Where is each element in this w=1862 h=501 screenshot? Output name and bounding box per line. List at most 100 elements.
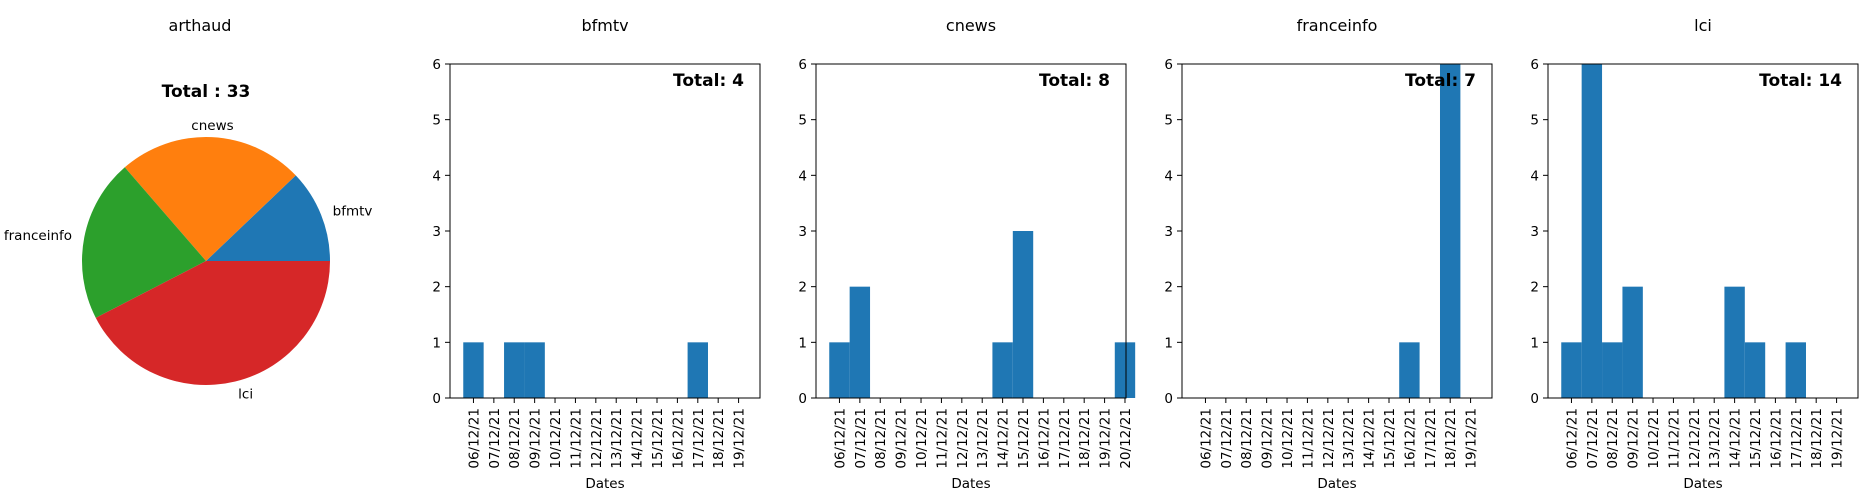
x-tick-label: 18/12/21 bbox=[1443, 408, 1459, 469]
total-annotation: Total: 8 bbox=[1039, 71, 1110, 91]
pie-chart-title: arthaud bbox=[169, 16, 232, 35]
y-tick-label: 0 bbox=[1164, 391, 1173, 407]
x-tick-label: 06/12/21 bbox=[832, 408, 848, 469]
x-tick-label: 15/12/21 bbox=[650, 408, 666, 469]
y-tick-label: 1 bbox=[1164, 335, 1173, 351]
pie-slice-bfmtv bbox=[206, 175, 330, 261]
x-tick-label: 10/12/21 bbox=[1280, 408, 1296, 469]
x-tick-label: 14/12/21 bbox=[1362, 408, 1378, 469]
y-tick-label: 4 bbox=[432, 168, 441, 184]
bar-chart-title: bfmtv bbox=[581, 16, 628, 35]
y-tick-label: 4 bbox=[1530, 168, 1539, 184]
x-tick-label: 15/12/21 bbox=[1016, 408, 1032, 469]
x-tick-label: 09/12/21 bbox=[894, 408, 910, 469]
bar-14/12/21 bbox=[1724, 286, 1745, 398]
x-tick-label: 20/12/21 bbox=[1118, 408, 1134, 469]
x-tick-label: 07/12/21 bbox=[853, 408, 869, 469]
x-tick-label: 17/12/21 bbox=[691, 408, 707, 469]
bar-chart-title: franceinfo bbox=[1297, 16, 1378, 35]
bar-15/12/21 bbox=[1744, 342, 1766, 398]
bar-06/12/21 bbox=[463, 342, 484, 398]
y-tick-label: 6 bbox=[1164, 57, 1173, 73]
x-tick-label: 12/12/21 bbox=[589, 408, 605, 469]
bar-18/12/21 bbox=[1439, 64, 1461, 398]
x-tick-label: 17/12/21 bbox=[1789, 408, 1805, 469]
x-tick-label: 06/12/21 bbox=[1564, 408, 1580, 469]
x-tick-label: 14/12/21 bbox=[996, 408, 1012, 469]
bar-17/12/21 bbox=[687, 342, 708, 398]
pie-label-bfmtv: bfmtv bbox=[333, 203, 373, 219]
x-tick-label: 11/12/21 bbox=[1300, 408, 1316, 469]
pie-slice-lci bbox=[95, 261, 331, 385]
bar-09/12/21 bbox=[1622, 286, 1643, 398]
x-tick-label: 10/12/21 bbox=[914, 408, 930, 469]
x-tick-label: 15/12/21 bbox=[1382, 408, 1398, 469]
y-tick-label: 0 bbox=[798, 391, 807, 407]
x-tick-label: 19/12/21 bbox=[732, 408, 748, 469]
pie-chart-total: Total : 33 bbox=[162, 82, 251, 102]
total-annotation: Total: 4 bbox=[673, 71, 744, 91]
y-tick-label: 2 bbox=[432, 280, 441, 296]
x-tick-label: 07/12/21 bbox=[487, 408, 503, 469]
pie-label-cnews: cnews bbox=[191, 118, 233, 134]
y-tick-label: 6 bbox=[432, 57, 441, 73]
x-tick-label: 18/12/21 bbox=[1077, 408, 1093, 469]
pie-labels: bfmtv cnews franceinfo lci bbox=[4, 118, 373, 403]
bar-07/12/21 bbox=[849, 286, 871, 398]
y-tick-label: 5 bbox=[1530, 113, 1539, 129]
x-tick-label: 19/12/21 bbox=[1098, 408, 1114, 469]
x-axis-label: Dates bbox=[1683, 476, 1722, 492]
bar-06/12/21 bbox=[1561, 342, 1582, 398]
bar-09/12/21 bbox=[524, 342, 545, 398]
axes-frame bbox=[449, 63, 761, 399]
pie-slices bbox=[81, 137, 331, 385]
y-tick-label: 4 bbox=[798, 168, 807, 184]
bar-chart-panels: bfmtv 0 1 2 3 4 5 6 06/12/21 07/12/21 08/12/21 09/1… bbox=[432, 16, 1859, 492]
x-axis-label: Dates bbox=[585, 476, 624, 492]
x-tick-label: 09/12/21 bbox=[528, 408, 544, 469]
x-tick-label: 19/12/21 bbox=[1464, 408, 1480, 469]
x-tick-label: 11/12/21 bbox=[1666, 408, 1682, 469]
total-annotation: Total: 14 bbox=[1759, 71, 1842, 91]
y-tick-label: 3 bbox=[432, 224, 441, 240]
pie-chart-arthaud: arthaud Total : 33 bfmtv cnews franceinfo l… bbox=[4, 16, 373, 403]
bar-08/12/21 bbox=[504, 342, 525, 398]
y-tick-label: 5 bbox=[1164, 113, 1173, 129]
y-tick-label: 2 bbox=[1530, 280, 1539, 296]
x-tick-label: 15/12/21 bbox=[1748, 408, 1764, 469]
x-tick-label: 14/12/21 bbox=[1728, 408, 1744, 469]
y-tick-label: 6 bbox=[1530, 57, 1539, 73]
axes-frame bbox=[1547, 63, 1859, 399]
x-tick-label: 10/12/21 bbox=[548, 408, 564, 469]
x-tick-label: 07/12/21 bbox=[1219, 408, 1235, 469]
x-tick-label: 12/12/21 bbox=[1687, 408, 1703, 469]
bar-chart-franceinfo: franceinfo 0 1 2 3 4 5 6 06/12/21 07/12/21 08/12/2… bbox=[1164, 16, 1493, 492]
y-tick-label: 5 bbox=[432, 113, 441, 129]
x-tick-label: 16/12/21 bbox=[1036, 408, 1052, 469]
x-tick-label: 17/12/21 bbox=[1057, 408, 1073, 469]
x-tick-label: 19/12/21 bbox=[1830, 408, 1846, 469]
x-tick-label: 16/12/21 bbox=[1768, 408, 1784, 469]
bar-17/12/21 bbox=[1785, 342, 1806, 398]
bar-16/12/21 bbox=[1399, 342, 1420, 398]
x-axis-label: Dates bbox=[1317, 476, 1356, 492]
pie-slice-cnews bbox=[124, 137, 296, 261]
pie-label-lci: lci bbox=[238, 387, 253, 403]
x-tick-label: 12/12/21 bbox=[1321, 408, 1337, 469]
y-tick-label: 3 bbox=[1530, 224, 1539, 240]
x-tick-label: 13/12/21 bbox=[975, 408, 991, 469]
x-tick-label: 08/12/21 bbox=[1605, 408, 1621, 469]
bar-08/12/21 bbox=[1602, 342, 1623, 398]
y-tick-label: 1 bbox=[798, 335, 807, 351]
x-tick-label: 13/12/21 bbox=[1707, 408, 1723, 469]
bar-chart-cnews: cnews 0 1 2 3 4 5 6 06/12/21 07/12/21 08/12/21 09/1… bbox=[798, 16, 1136, 492]
y-tick-label: 5 bbox=[798, 113, 807, 129]
bar-07/12/21 bbox=[1581, 64, 1603, 398]
y-tick-label: 3 bbox=[798, 224, 807, 240]
x-tick-label: 13/12/21 bbox=[609, 408, 625, 469]
bar-15/12/21 bbox=[1012, 231, 1034, 398]
x-tick-label: 09/12/21 bbox=[1260, 408, 1276, 469]
x-tick-label: 16/12/21 bbox=[1402, 408, 1418, 469]
y-tick-label: 0 bbox=[1530, 391, 1539, 407]
